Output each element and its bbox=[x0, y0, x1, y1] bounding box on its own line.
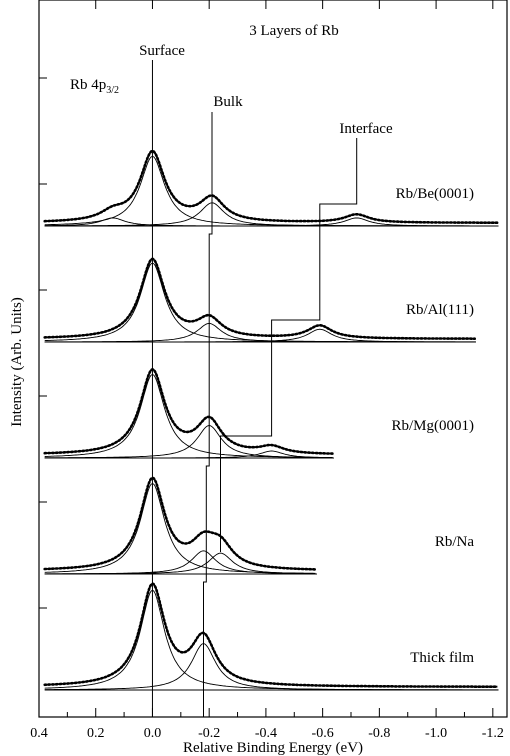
chart-title: 3 Layers of Rb bbox=[249, 23, 339, 39]
x-tick-label: -1.0 bbox=[425, 726, 447, 741]
plot-frame bbox=[38, 0, 508, 718]
x-tick-label: 0.2 bbox=[87, 726, 105, 741]
x-tick-label: -0.2 bbox=[198, 726, 220, 741]
interface-annotation: Interface bbox=[339, 121, 393, 137]
surface-annotation: Surface bbox=[139, 43, 185, 59]
fit-envelope bbox=[44, 257, 475, 340]
x-tick-label: -1.2 bbox=[482, 726, 504, 741]
component-curve bbox=[44, 450, 333, 459]
bulk-annotation: Bulk bbox=[213, 94, 243, 110]
y-axis-label: Intensity (Arb. Units) bbox=[9, 297, 25, 427]
component-curve bbox=[44, 643, 499, 691]
data-points bbox=[43, 257, 476, 340]
bulk-guide-line bbox=[203, 112, 213, 717]
component-curve bbox=[44, 482, 316, 574]
series-label: Rb/Mg(0001) bbox=[392, 418, 475, 434]
x-tick-label: -0.6 bbox=[312, 726, 334, 741]
series-labels: Rb/Be(0001) Rb/Al(111) Rb/Mg(0001) Rb/Na Thi… bbox=[392, 186, 475, 666]
component-curve bbox=[44, 217, 499, 227]
x-tick-label: 0.0 bbox=[144, 726, 162, 741]
x-tick-label: -0.8 bbox=[368, 726, 390, 741]
guide-lines bbox=[151, 60, 358, 717]
fit-envelope bbox=[44, 476, 316, 571]
fit-envelope bbox=[44, 368, 333, 455]
x-tick-label: 0.4 bbox=[30, 726, 48, 741]
x-axis-label: Relative Binding Energy (eV) bbox=[183, 740, 363, 756]
subtitle-main: Rb 4p bbox=[70, 77, 106, 93]
spectra-curves bbox=[43, 149, 499, 691]
x-tick-label: -0.4 bbox=[255, 726, 277, 741]
series-label: Rb/Na bbox=[435, 534, 475, 550]
data-points bbox=[43, 476, 318, 571]
subtitle-subscript: 3/2 bbox=[106, 85, 119, 96]
fit-envelope bbox=[44, 582, 498, 688]
series-label: Rb/Be(0001) bbox=[396, 186, 474, 202]
x-axis: 0.4 0.2 0.0 -0.2 -0.4 -0.6 -0.8 -1.0 -1.2 bbox=[30, 0, 504, 741]
data-points bbox=[43, 582, 499, 688]
component-curve bbox=[44, 328, 476, 343]
component-curve bbox=[44, 425, 333, 459]
component-curve bbox=[44, 552, 316, 575]
interface-guide-line bbox=[220, 138, 358, 552]
chart-subtitle: Rb 4p3/2 bbox=[70, 77, 119, 96]
data-points bbox=[43, 149, 499, 224]
data-points bbox=[43, 367, 335, 455]
series-label: Rb/Al(111) bbox=[406, 302, 474, 318]
series-label: Thick film bbox=[410, 650, 474, 666]
component-curve bbox=[44, 374, 333, 458]
